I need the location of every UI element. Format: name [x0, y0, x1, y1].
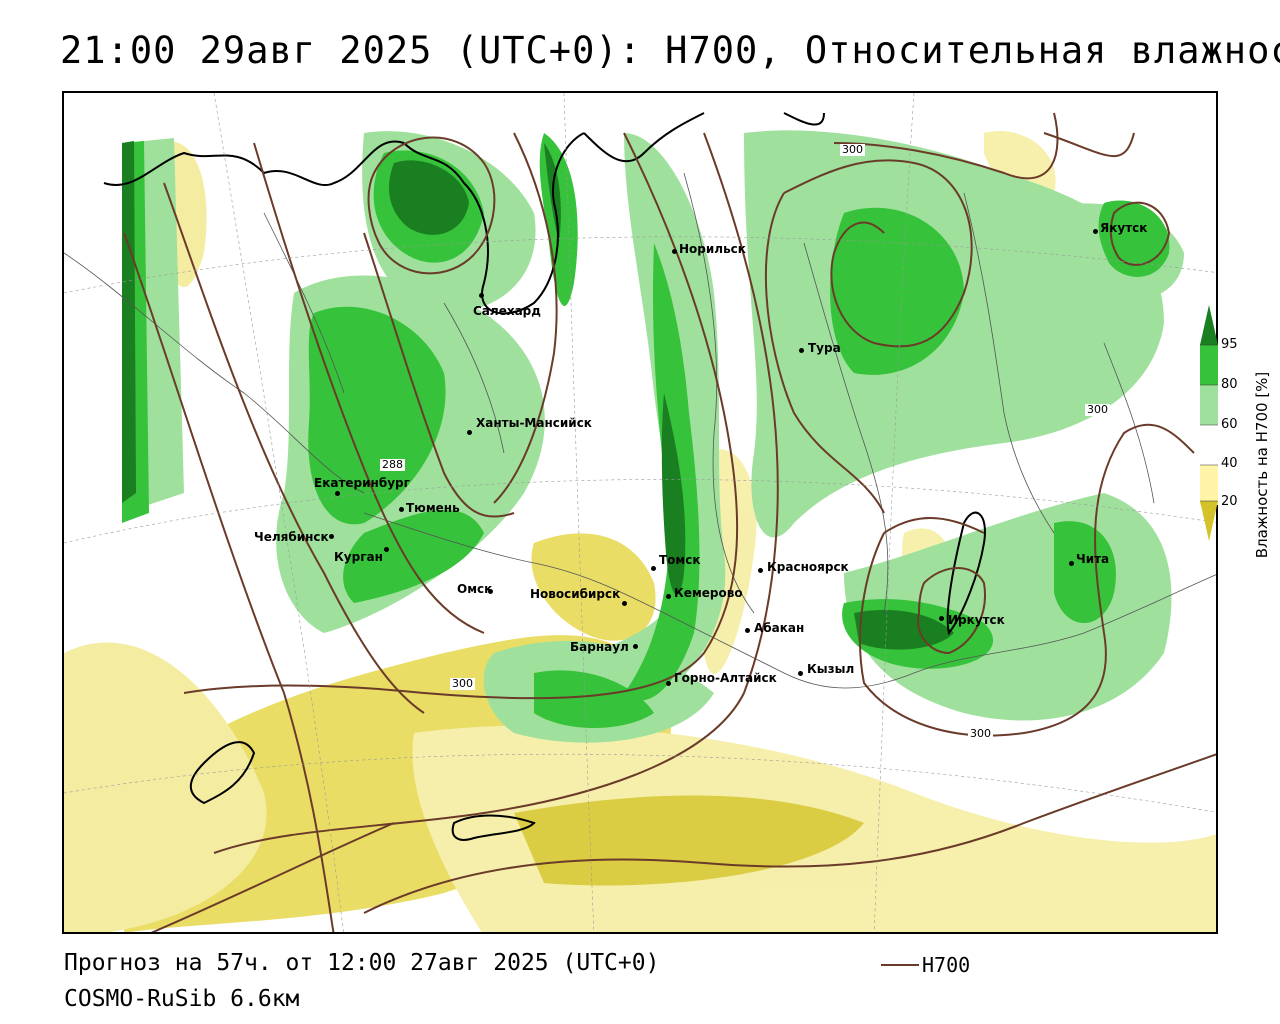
city-marker — [329, 534, 334, 539]
city-label: Кемерово — [674, 586, 743, 600]
forecast-info: Прогноз на 57ч. от 12:00 27авг 2025 (UTC… — [64, 950, 660, 976]
city-marker — [798, 671, 803, 676]
isoline-label: 300 — [968, 727, 993, 740]
city-label: Норильск — [679, 242, 746, 256]
city-label: Курган — [334, 550, 383, 564]
city-marker — [479, 293, 484, 298]
boundaries — [64, 172, 1216, 689]
h700-legend-label: H700 — [922, 953, 971, 977]
city-marker — [672, 249, 677, 254]
very-wet-areas — [122, 141, 954, 650]
graticule — [64, 93, 1216, 932]
colorbar — [1200, 305, 1218, 541]
city-marker — [666, 594, 671, 599]
city-label: Екатеринбург — [314, 476, 410, 490]
city-marker — [939, 616, 944, 621]
city-label: Якутск — [1100, 221, 1148, 235]
city-label: Горно-Алтайск — [674, 671, 777, 685]
city-label: Ханты-Мансийск — [476, 416, 592, 430]
colorbar-tick: 20 — [1221, 494, 1238, 509]
city-marker — [622, 601, 627, 606]
city-marker — [745, 628, 750, 633]
humidity-map — [64, 93, 1216, 932]
colorbar-tick: 40 — [1221, 456, 1238, 471]
city-label: Барнаул — [570, 640, 629, 654]
city-label: Тюмень — [406, 501, 460, 515]
city-label: Иркутск — [948, 613, 1005, 627]
city-label: Новосибирск — [530, 587, 621, 601]
city-marker — [399, 507, 404, 512]
colorbar-title: Влажность на H700 [%] — [1253, 371, 1271, 559]
city-label: Омск — [457, 582, 493, 596]
city-marker — [1093, 229, 1098, 234]
isoline-label: 300 — [1085, 403, 1110, 416]
city-label: Салехард — [473, 304, 541, 318]
city-marker — [467, 430, 472, 435]
city-marker — [758, 568, 763, 573]
city-marker — [384, 547, 389, 552]
city-label: Абакан — [754, 621, 805, 635]
city-marker — [799, 348, 804, 353]
city-marker — [335, 491, 340, 496]
map-panel — [62, 91, 1218, 934]
isoline-label: 288 — [380, 458, 405, 471]
isoline-label: 300 — [840, 143, 865, 156]
city-marker — [1069, 561, 1074, 566]
model-name: COSMO-RuSib 6.6км — [64, 986, 300, 1012]
city-label: Кызыл — [807, 662, 855, 676]
page-title: 21:00 29авг 2025 (UTC+0): H700, Относите… — [60, 29, 1280, 72]
colorbar-tick: 60 — [1221, 417, 1238, 432]
city-marker — [488, 589, 493, 594]
city-marker — [666, 681, 671, 686]
colorbar-tick: 80 — [1221, 377, 1238, 392]
city-label: Тура — [808, 341, 841, 355]
city-label: Томск — [659, 553, 701, 567]
isoline-label: 300 — [450, 677, 475, 690]
h700-legend-line — [881, 964, 919, 966]
city-marker — [651, 566, 656, 571]
city-marker — [633, 644, 638, 649]
colorbar-tick: 95 — [1221, 337, 1238, 352]
city-label: Чита — [1076, 552, 1110, 566]
city-label: Красноярск — [767, 560, 849, 574]
city-label: Челябинск — [254, 530, 329, 544]
h700-isolines — [123, 112, 1216, 932]
